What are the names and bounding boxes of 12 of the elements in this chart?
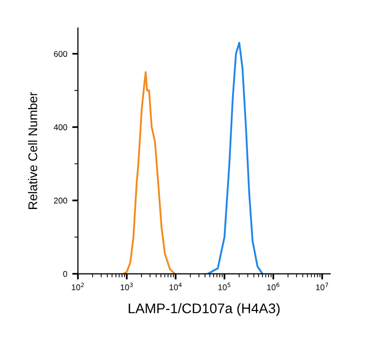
y-tick-label: 400 xyxy=(54,124,68,130)
y-tick-label: 200 xyxy=(54,198,68,204)
x-tick-label: 10$^{3}$ xyxy=(120,282,133,290)
x-axis-title: LAMP-1/CD107a (H4A3) xyxy=(128,303,280,316)
y-axis-title: Relative Cell Number xyxy=(28,92,38,209)
y-tick-label: 600 xyxy=(54,50,68,57)
y-tick-label: 0 xyxy=(63,270,68,277)
x-tick-label: 10$^{4}$ xyxy=(170,282,182,290)
x-tick-label: 10$^{6}$ xyxy=(267,282,280,290)
x-tick-label: 10$^{5}$ xyxy=(218,282,230,290)
x-tick-label: 10$^{2}$ xyxy=(72,282,84,290)
x-tick-label: 10$^{7}$ xyxy=(316,282,328,290)
